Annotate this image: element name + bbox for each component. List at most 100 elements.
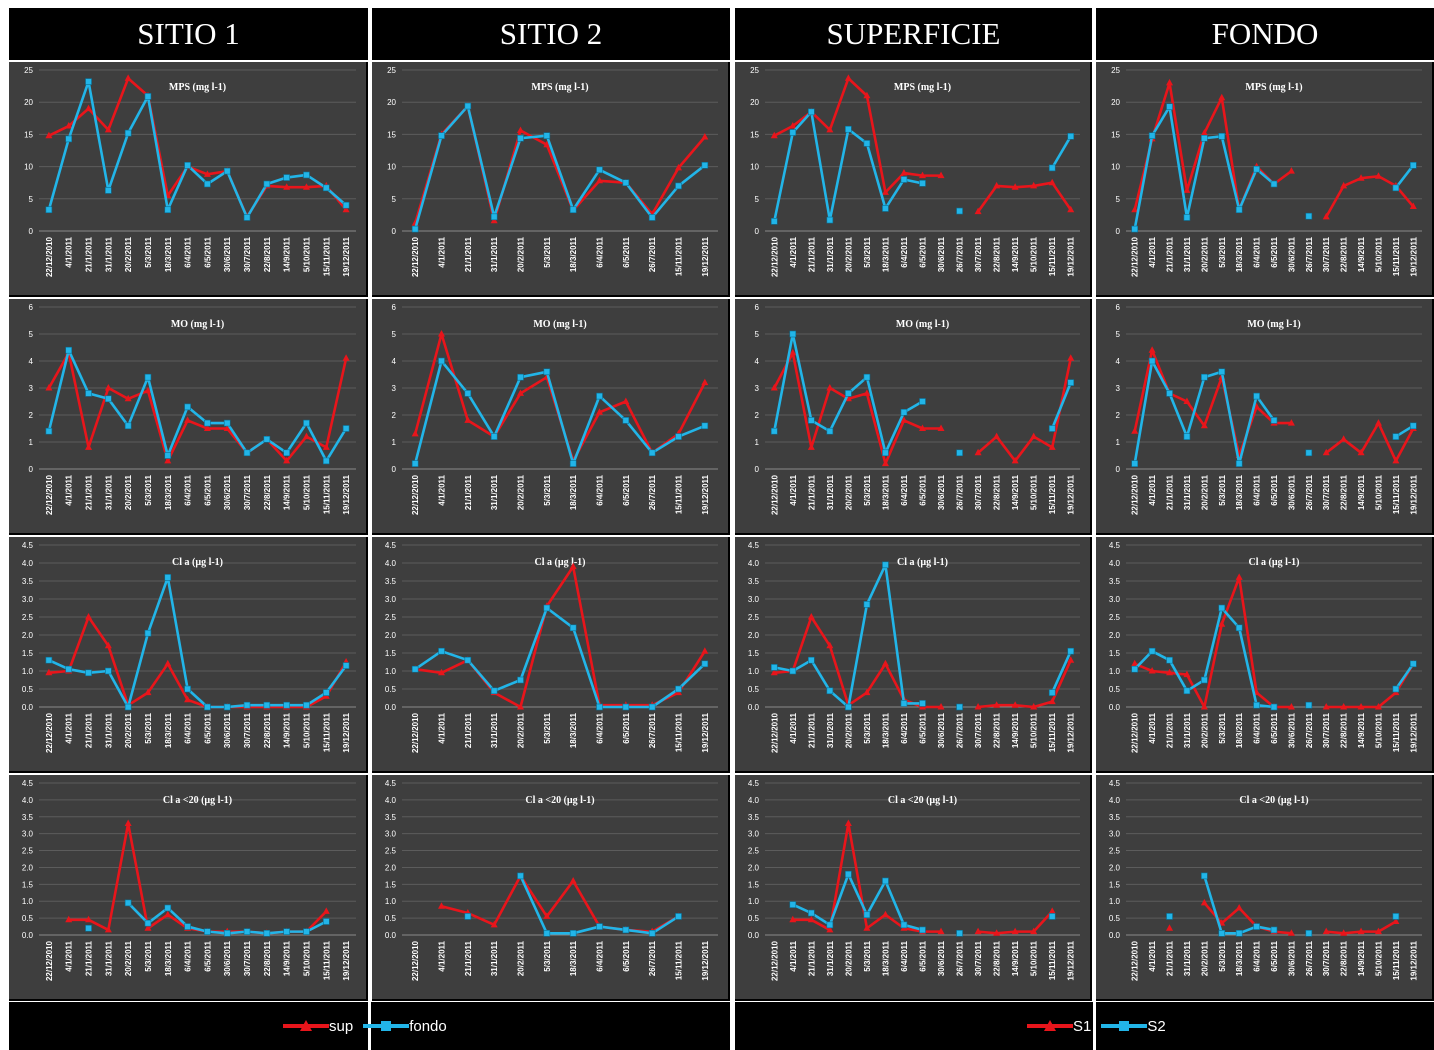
x-tick-label: 19/12/2011 bbox=[701, 236, 710, 276]
x-tick-label: 30/6/2011 bbox=[223, 712, 232, 748]
data-point-S1 bbox=[1048, 178, 1056, 186]
y-tick-label: 2.5 bbox=[1109, 613, 1121, 622]
x-tick-label: 31/1/2011 bbox=[826, 236, 835, 272]
y-tick-label: 3 bbox=[392, 384, 397, 393]
data-point-fondo bbox=[204, 419, 211, 427]
x-tick-label: 30/7/2011 bbox=[1322, 474, 1331, 510]
data-point-fondo bbox=[124, 899, 132, 907]
data-point-S1 bbox=[826, 125, 834, 133]
data-point-fondo bbox=[464, 390, 472, 397]
data-point-S2 bbox=[900, 176, 908, 183]
x-tick-label: 6/4/2011 bbox=[596, 474, 605, 505]
x-tick-label: 6/4/2011 bbox=[596, 712, 605, 743]
x-tick-label: 18/3/2011 bbox=[881, 474, 890, 510]
x-tick-label: 18/3/2011 bbox=[881, 712, 890, 748]
data-point-S2 bbox=[882, 449, 889, 457]
chart-title: MO (mg l-1) bbox=[1247, 319, 1300, 330]
y-tick-label: 5 bbox=[392, 330, 397, 339]
data-point-S2 bbox=[1305, 930, 1313, 937]
series-line-S1 bbox=[773, 77, 942, 194]
y-tick-label: 5 bbox=[755, 195, 760, 204]
x-tick-label: 22/12/2010 bbox=[770, 712, 779, 753]
x-tick-label: 5/3/2011 bbox=[543, 712, 552, 743]
data-point-sup bbox=[45, 668, 53, 676]
data-point-S2 bbox=[1148, 132, 1156, 139]
data-point-S1 bbox=[881, 910, 889, 918]
data-point-fondo bbox=[675, 433, 682, 440]
data-point-S1 bbox=[1374, 172, 1382, 179]
legend-item-fondo: fondo bbox=[363, 1018, 447, 1035]
chart-title: MPS (mg l-1) bbox=[531, 82, 588, 93]
data-point-fondo bbox=[263, 180, 271, 188]
y-tick-label: 1 bbox=[29, 438, 34, 447]
data-point-fondo bbox=[303, 701, 310, 709]
x-tick-label: 15/11/2011 bbox=[1048, 474, 1057, 514]
data-point-fondo bbox=[184, 162, 191, 169]
data-point-S1 bbox=[1067, 205, 1075, 213]
x-tick-label: 22/8/2011 bbox=[263, 712, 272, 748]
data-point-S1 bbox=[937, 171, 945, 179]
y-tick-label: 2.0 bbox=[22, 631, 34, 640]
data-point-S2 bbox=[956, 207, 963, 215]
x-tick-label: 19/12/2011 bbox=[342, 712, 351, 752]
y-tick-label: 20 bbox=[24, 98, 33, 107]
data-point-S2 bbox=[770, 664, 778, 671]
data-point-S2 bbox=[789, 129, 797, 136]
data-point-S1 bbox=[1030, 181, 1038, 189]
x-tick-label: 15/11/2011 bbox=[1392, 940, 1401, 980]
x-tick-label: 30/7/2011 bbox=[1322, 940, 1331, 976]
legend-label-s1: S1 bbox=[1073, 1017, 1092, 1035]
x-tick-label: 30/6/2011 bbox=[1287, 236, 1296, 272]
y-tick-label: 2.0 bbox=[22, 863, 34, 872]
x-tick-label: 20/2/2011 bbox=[124, 236, 133, 272]
x-tick-label: 15/11/2011 bbox=[1048, 236, 1057, 276]
data-point-fondo bbox=[322, 689, 330, 696]
y-tick-label: 10 bbox=[750, 163, 759, 172]
y-tick-label: 3.5 bbox=[385, 577, 397, 586]
data-point-fondo bbox=[517, 373, 524, 381]
x-tick-label: 30/6/2011 bbox=[937, 236, 946, 272]
series-line-S2 bbox=[1051, 382, 1072, 429]
chart-title: Cl a <20 (µg l-1) bbox=[163, 795, 232, 806]
y-tick-label: 4.5 bbox=[385, 541, 397, 550]
data-point-S2 bbox=[1048, 164, 1056, 172]
data-point-fondo bbox=[701, 660, 709, 668]
series-line-fondo bbox=[47, 348, 348, 463]
data-point-S2 bbox=[1235, 460, 1243, 467]
x-tick-label: 15/11/2011 bbox=[675, 474, 684, 514]
data-point-fondo bbox=[675, 182, 682, 190]
y-tick-label: 4.5 bbox=[748, 541, 760, 550]
chart-title: MO (mg l-1) bbox=[171, 319, 224, 330]
data-point-fondo bbox=[223, 930, 231, 937]
chart-s2-mps: 0 5 10 15 20 25 22/12/2010 4/1/2011 21/1/2011 31/… bbox=[372, 62, 730, 297]
series-line-S1 bbox=[1133, 348, 1292, 457]
series-line-S2 bbox=[1394, 164, 1415, 189]
y-tick-label: 2.0 bbox=[1109, 863, 1121, 872]
x-tick-label: 5/3/2011 bbox=[1218, 236, 1227, 267]
x-tick-label: 21/1/2011 bbox=[807, 236, 816, 272]
data-point-S2 bbox=[1218, 133, 1226, 140]
data-point-fondo bbox=[622, 703, 630, 711]
y-tick-label: 4.0 bbox=[748, 796, 760, 805]
data-point-S2 bbox=[919, 926, 926, 934]
data-point-S2 bbox=[1409, 162, 1417, 169]
y-tick-label: 4.0 bbox=[22, 559, 34, 568]
x-tick-label: 14/9/2011 bbox=[1011, 712, 1020, 748]
data-point-sup bbox=[85, 613, 93, 620]
y-tick-label: 2.0 bbox=[385, 863, 397, 872]
data-point-S2 bbox=[882, 877, 889, 885]
x-tick-label: 5/10/2011 bbox=[1374, 940, 1383, 976]
x-tick-label: 20/2/2011 bbox=[1200, 712, 1209, 748]
x-tick-label: 6/4/2011 bbox=[184, 712, 193, 743]
x-tick-label: 5/3/2011 bbox=[1218, 474, 1227, 505]
legend-swatch-blue bbox=[1101, 1021, 1148, 1031]
y-tick-label: 3.5 bbox=[748, 813, 760, 822]
data-point-S1 bbox=[919, 171, 926, 179]
x-tick-label: 15/11/2011 bbox=[322, 712, 331, 752]
y-tick-label: 10 bbox=[24, 163, 33, 172]
data-point-fondo bbox=[144, 629, 152, 637]
x-tick-label: 14/9/2011 bbox=[1357, 474, 1366, 510]
x-tick-label: 20/2/2011 bbox=[844, 236, 853, 272]
data-point-fondo bbox=[105, 395, 112, 403]
data-point-S1 bbox=[770, 131, 778, 139]
